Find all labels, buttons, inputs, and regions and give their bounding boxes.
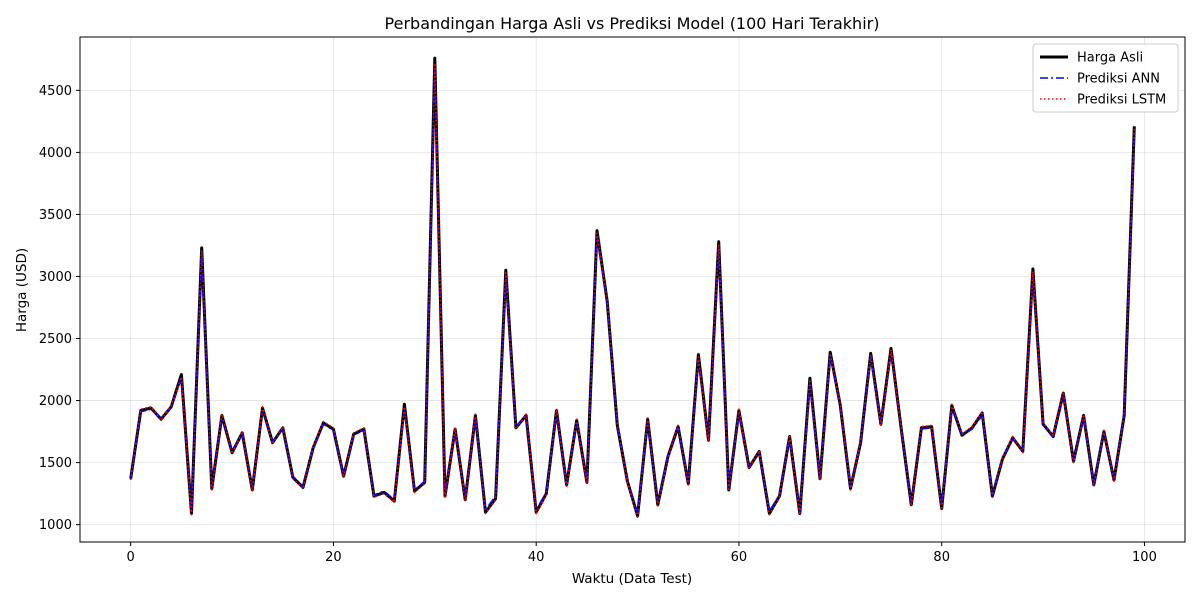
y-tick-label: 2500 — [39, 332, 72, 347]
legend: Harga Asli Prediksi ANN Prediksi LSTM — [1032, 43, 1179, 113]
chart-title: Perbandingan Harga Asli vs Prediksi Mode… — [385, 14, 880, 33]
grid-lines — [80, 37, 1185, 542]
x-tick-label: 20 — [325, 550, 342, 565]
x-tick-label: 40 — [528, 550, 545, 565]
y-axis-label: Harga (USD) — [14, 248, 30, 332]
x-axis: 0 20 40 60 80 100 — [127, 542, 1157, 565]
y-tick-label: 2000 — [39, 394, 72, 409]
legend-label: Harga Asli — [1077, 51, 1143, 66]
y-tick-label: 4000 — [39, 146, 72, 161]
y-tick-label: 3000 — [39, 270, 72, 285]
series-layer — [129, 56, 1136, 519]
y-tick-label: 1000 — [39, 518, 72, 533]
legend-label: Prediksi ANN — [1077, 72, 1160, 87]
x-tick-label: 60 — [731, 550, 748, 565]
legend-box — [1032, 43, 1179, 113]
legend-label: Prediksi LSTM — [1077, 93, 1166, 108]
x-axis-label: Waktu (Data Test) — [572, 571, 692, 587]
series-line-harga-asli — [129, 56, 1136, 518]
plot-frame — [79, 36, 1186, 543]
y-axis: 1000 1500 2000 2500 3000 3500 4000 4500 — [39, 84, 80, 533]
x-tick-label: 80 — [933, 550, 950, 565]
y-tick-label: 3500 — [39, 208, 72, 223]
x-tick-label: 0 — [127, 550, 135, 565]
y-tick-label: 4500 — [39, 84, 72, 99]
x-tick-label: 100 — [1132, 550, 1157, 565]
series-line-prediksi-ann — [129, 67, 1136, 515]
y-tick-label: 1500 — [39, 456, 72, 471]
